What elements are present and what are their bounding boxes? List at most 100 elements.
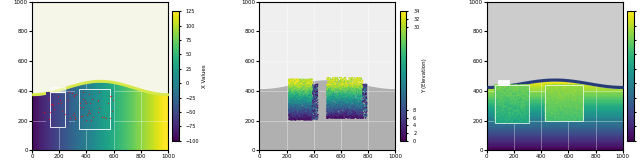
Point — [503, 99, 513, 102]
Point — [570, 101, 580, 103]
Point — [326, 96, 336, 98]
Point — [297, 93, 307, 96]
Point — [518, 96, 529, 98]
Point — [342, 105, 353, 108]
Point — [516, 102, 527, 105]
Point — [301, 109, 311, 112]
Point — [512, 102, 522, 105]
Point — [362, 101, 372, 104]
Point — [564, 112, 574, 115]
Point — [556, 112, 566, 114]
Point — [355, 107, 365, 110]
Point — [294, 92, 305, 95]
Point — [307, 86, 317, 88]
Point — [289, 80, 300, 83]
Point — [335, 95, 346, 98]
Point — [550, 99, 561, 101]
Point — [296, 80, 307, 83]
Point — [561, 90, 571, 93]
Point — [307, 86, 317, 88]
Point — [362, 110, 372, 113]
Point — [349, 99, 360, 102]
Point — [352, 95, 362, 98]
Point — [550, 119, 561, 121]
Point — [547, 110, 557, 112]
Point — [39, 111, 49, 114]
Point — [345, 107, 355, 110]
Point — [307, 107, 317, 110]
Point — [332, 85, 342, 88]
Point — [546, 116, 556, 119]
Point — [298, 100, 308, 102]
Point — [346, 83, 356, 86]
Point — [543, 107, 554, 110]
Point — [308, 96, 319, 98]
Point — [513, 105, 524, 108]
Point — [569, 118, 579, 120]
Point — [519, 96, 529, 99]
Point — [327, 113, 337, 116]
Point — [518, 104, 529, 107]
Point — [510, 90, 520, 92]
Point — [512, 117, 522, 120]
Point — [337, 87, 347, 90]
Point — [517, 97, 527, 99]
Point — [573, 100, 584, 102]
Point — [500, 103, 511, 106]
Point — [349, 85, 360, 88]
Point — [549, 91, 559, 94]
Point — [560, 115, 570, 118]
Point — [292, 93, 302, 95]
Point — [516, 113, 526, 116]
Point — [559, 86, 569, 88]
Point — [543, 104, 554, 107]
Point — [543, 108, 553, 111]
Point — [568, 107, 578, 110]
Point — [565, 103, 575, 106]
Point — [547, 103, 557, 105]
Point — [289, 118, 299, 120]
Point — [559, 90, 569, 93]
Point — [509, 121, 520, 124]
Point — [330, 107, 340, 110]
Point — [307, 94, 317, 96]
Point — [289, 112, 299, 114]
Point — [326, 91, 336, 94]
Point — [566, 105, 576, 108]
Point — [572, 92, 582, 95]
Point — [338, 88, 348, 90]
Point — [576, 116, 586, 119]
Point — [515, 116, 525, 119]
Point — [572, 105, 582, 107]
Point — [342, 99, 352, 102]
Point — [504, 100, 515, 103]
Point — [567, 86, 577, 88]
Point — [541, 102, 551, 105]
Point — [290, 90, 300, 93]
Point — [312, 92, 323, 95]
Point — [323, 100, 333, 103]
Point — [549, 106, 559, 109]
Point — [327, 87, 337, 89]
Point — [566, 92, 577, 95]
Point — [292, 84, 303, 87]
Point — [551, 111, 561, 114]
Point — [294, 84, 305, 86]
Point — [300, 89, 310, 91]
Point — [541, 89, 551, 91]
Point — [572, 88, 582, 91]
Point — [518, 115, 528, 117]
Point — [307, 116, 317, 118]
Point — [517, 87, 527, 90]
Point — [509, 116, 519, 119]
Point — [289, 104, 299, 106]
Point — [570, 99, 580, 102]
Point — [289, 102, 299, 104]
Point — [547, 84, 557, 87]
Point — [549, 88, 559, 91]
Point — [548, 95, 559, 98]
Point — [560, 91, 570, 94]
Point — [573, 99, 583, 102]
Point — [495, 105, 506, 108]
Point — [541, 98, 551, 101]
